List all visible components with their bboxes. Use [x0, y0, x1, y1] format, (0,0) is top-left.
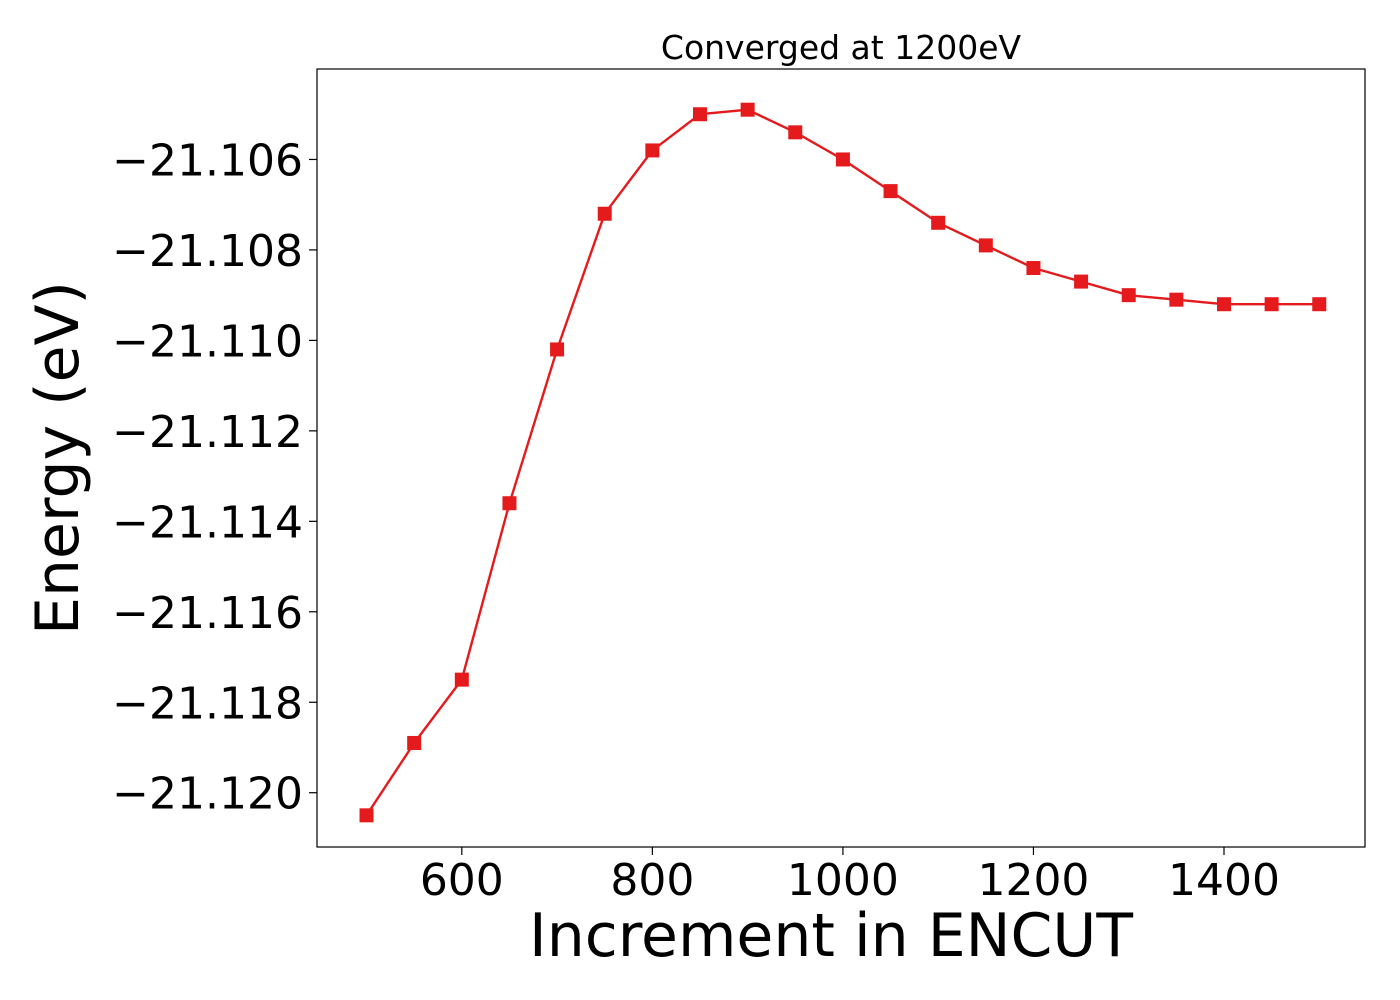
y-tick-label: −21.114 [112, 497, 303, 548]
data-point-marker [597, 206, 612, 221]
y-axis-title: Energy (eV) [23, 281, 93, 635]
x-tick-label: 600 [420, 855, 504, 906]
data-point-marker [502, 496, 517, 511]
x-tick-label: 800 [610, 855, 694, 906]
x-tick-label: 1400 [1168, 855, 1280, 906]
data-point-marker [931, 215, 946, 230]
data-point-marker [645, 143, 660, 158]
data-point-marker [1121, 288, 1136, 303]
x-axis-ticks: 600 800 1000 1200 1400 [420, 847, 1280, 906]
data-point-marker [692, 107, 707, 122]
y-tick-label: −21.110 [112, 316, 303, 367]
x-tick-label: 1200 [977, 855, 1089, 906]
data-point-marker [1169, 292, 1184, 307]
y-tick-label: −21.120 [112, 769, 303, 820]
data-point-marker [1264, 297, 1279, 312]
data-point-marker [883, 184, 898, 199]
data-point-marker [407, 735, 422, 750]
data-point-marker [1216, 297, 1231, 312]
data-point-marker [1074, 274, 1089, 289]
y-tick-label: −21.116 [112, 588, 303, 639]
x-tick-label: 1000 [787, 855, 899, 906]
data-point-marker [740, 102, 755, 117]
x-axis-title: Increment in ENCUT [529, 901, 1133, 971]
y-tick-label: −21.108 [112, 226, 303, 277]
data-point-marker [1026, 261, 1041, 276]
series-layer [359, 102, 1327, 823]
data-point-marker [359, 808, 374, 823]
data-point-marker [1312, 297, 1327, 312]
data-point-marker [978, 238, 993, 253]
data-point-marker [550, 342, 565, 357]
chart-title: Converged at 1200eV [661, 28, 1022, 67]
y-tick-label: −21.106 [112, 135, 303, 186]
y-tick-label: −21.118 [112, 678, 303, 729]
plot-area-frame [316, 68, 1366, 848]
y-tick-label: −21.112 [112, 407, 303, 458]
y-axis-ticks: −21.106 −21.108 −21.110 −21.112 −21.114 −21.1… [112, 135, 317, 820]
data-point-marker [835, 152, 850, 167]
data-point-marker [788, 125, 803, 140]
data-point-marker [454, 672, 469, 687]
